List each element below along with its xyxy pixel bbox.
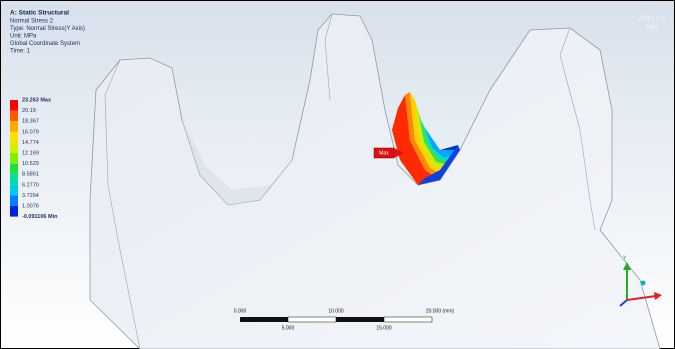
legend-label: 14.774 — [22, 140, 39, 146]
info-line: Global Coordinate System — [10, 41, 80, 47]
logo: ANSYS — [638, 14, 666, 23]
legend-label: 18.367 — [22, 119, 39, 125]
legend-swatch — [10, 174, 18, 185]
scale-label: 20.000 (mm) — [426, 308, 455, 314]
scale-label: 15.000 — [376, 325, 392, 331]
result-title: A: Static Structural — [10, 10, 69, 17]
legend-label: 20.19 — [22, 108, 36, 114]
legend-swatch — [10, 153, 18, 164]
legend-label: 1.0076 — [22, 203, 39, 209]
legend-label: -0.091106 Min — [22, 214, 58, 220]
legend-label: 8.5851 — [22, 172, 39, 178]
legend-label: 6.2770 — [22, 182, 39, 188]
legend-label: 3.7264 — [22, 193, 39, 199]
info-line: Type: Normal Stress(Y Axis) — [10, 26, 85, 32]
legend-swatch — [10, 132, 18, 143]
legend-swatch — [10, 195, 18, 206]
legend-swatch — [10, 164, 18, 175]
info-line: Time: 1 — [10, 49, 30, 55]
legend-label: 23.263 Max — [22, 97, 52, 103]
legend-swatch — [10, 206, 18, 217]
info-line: Unit: MPa — [10, 34, 37, 40]
legend-swatch — [10, 100, 18, 111]
scale-label: 0.000 — [234, 308, 247, 314]
logo-version: R18.1 — [646, 24, 659, 29]
legend-swatch — [10, 121, 18, 132]
legend-swatch — [10, 185, 18, 196]
legend-label: 12.169 — [22, 150, 39, 156]
legend-label: 16.079 — [22, 129, 39, 135]
info-line: Normal Stress 2 — [10, 19, 54, 25]
legend-label: 10.529 — [22, 161, 39, 167]
viewport: Max A: Static Structural Normal Stress 2… — [0, 0, 675, 349]
probe-label: Max — [379, 150, 389, 156]
legend-swatch — [10, 111, 18, 122]
scale-bar — [240, 317, 432, 322]
scale-label: 10.000 — [328, 308, 344, 314]
scale-label: 5.000 — [282, 325, 295, 331]
legend-swatch — [10, 142, 18, 153]
